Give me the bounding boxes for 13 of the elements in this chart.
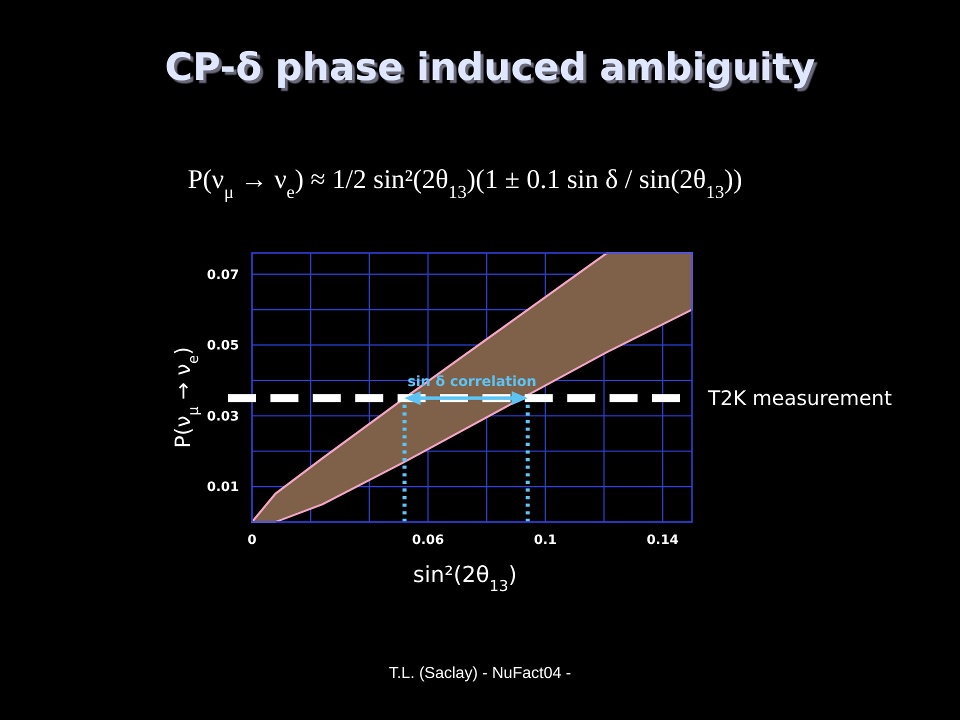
ref-line-label: T2K measurement xyxy=(707,386,892,410)
x-tick-label: 0.14 xyxy=(646,533,679,548)
y-tick-label: 0.03 xyxy=(206,409,239,424)
y-tick-label: 0.05 xyxy=(206,338,239,354)
y-tick-label: 0.07 xyxy=(206,268,239,283)
chart-title: CP-δ phase induced ambiguity xyxy=(164,45,816,89)
x-axis-title: sin²(2θ$_{13}$) xyxy=(412,563,518,595)
y-tick-label: 0.01 xyxy=(206,480,239,496)
text: P(ν$_{μ}$ → ν$_{e}$) ≈ 1/2 sin²(2θ$_{13}$)(1 ± 0.1 sin δ / sin(2θ$_{13}$)) xyxy=(188,164,742,202)
text: T.L. (Saclay) - NuFact04 - xyxy=(388,665,572,682)
x-tick-label: 0 xyxy=(247,533,257,548)
x-tick-label: 0.1 xyxy=(534,533,557,548)
x-tick-label: 0.06 xyxy=(412,533,444,548)
